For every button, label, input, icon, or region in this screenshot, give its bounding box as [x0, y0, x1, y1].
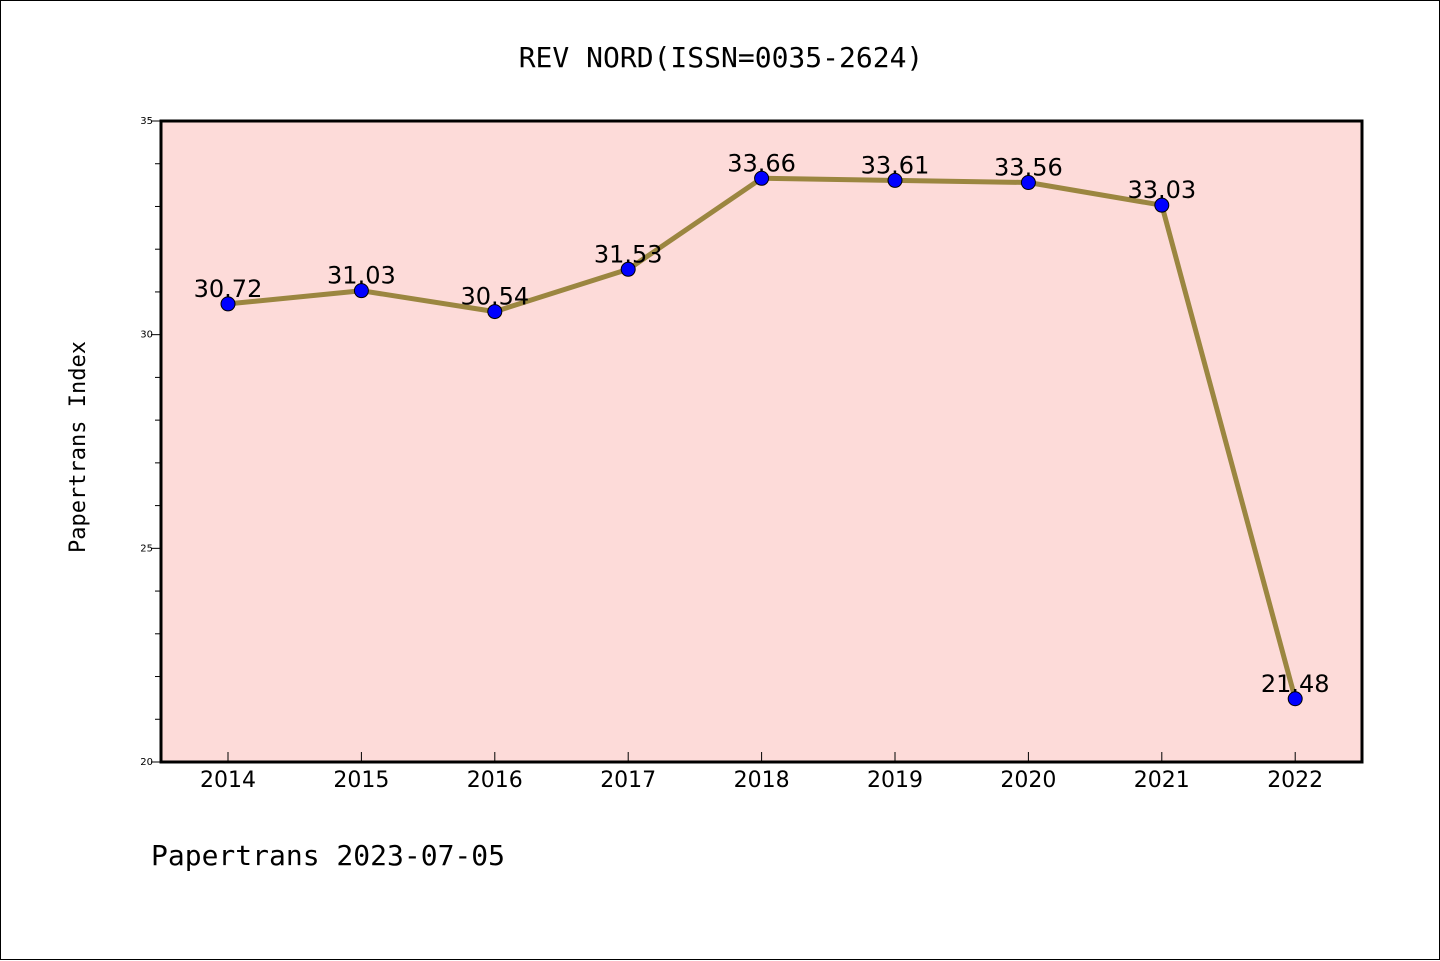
data-point [1287, 691, 1303, 707]
x-axis-ticks: 2014 2015 2016 2017 2018 2019 2020 2021 2022 [200, 752, 1323, 793]
data-point [220, 296, 236, 312]
data-label: 33.66 [727, 149, 796, 177]
plot-border [159, 119, 1364, 764]
y-axis-label: Papertrans Index [66, 341, 91, 553]
x-tick-label: 2017 [600, 768, 656, 793]
y-tick-label: 35 [140, 116, 153, 127]
data-label: 31.03 [327, 262, 396, 290]
x-tick-label: 2014 [200, 768, 256, 793]
chart-title: REV NORD(ISSN=0035-2624) [519, 41, 924, 74]
series-layer [220, 170, 1303, 707]
data-point [887, 172, 903, 188]
data-label: 30.54 [460, 283, 529, 311]
y-axis-ticks: 20 25 30 35 [140, 116, 161, 768]
data-label: 33.61 [861, 151, 930, 179]
data-label-layer: 30.72 31.03 30.54 31.53 33.66 33.61 33.56 33.03… [194, 149, 1330, 697]
y-tick-label: 30 [140, 330, 153, 341]
data-label: 33.56 [994, 154, 1063, 182]
x-tick-label: 2019 [867, 768, 923, 793]
data-point [353, 283, 369, 299]
y-tick-label: 20 [140, 757, 153, 768]
x-tick-label: 2020 [1000, 768, 1056, 793]
data-point [754, 170, 770, 186]
data-point [1154, 197, 1170, 213]
x-tick-label: 2022 [1267, 768, 1323, 793]
data-point [1020, 175, 1036, 191]
y-tick-label: 25 [140, 543, 153, 554]
data-point [620, 261, 636, 277]
footer-text: Papertrans 2023-07-05 [151, 839, 505, 872]
data-label: 21.48 [1261, 670, 1330, 698]
data-label: 30.72 [194, 275, 263, 303]
x-tick-label: 2021 [1134, 768, 1190, 793]
x-tick-label: 2018 [734, 768, 790, 793]
data-point [487, 304, 503, 320]
x-tick-label: 2016 [467, 768, 523, 793]
data-label: 33.03 [1127, 176, 1196, 204]
x-tick-label: 2015 [333, 768, 389, 793]
plot-area [161, 121, 1362, 762]
data-label: 31.53 [594, 240, 663, 268]
